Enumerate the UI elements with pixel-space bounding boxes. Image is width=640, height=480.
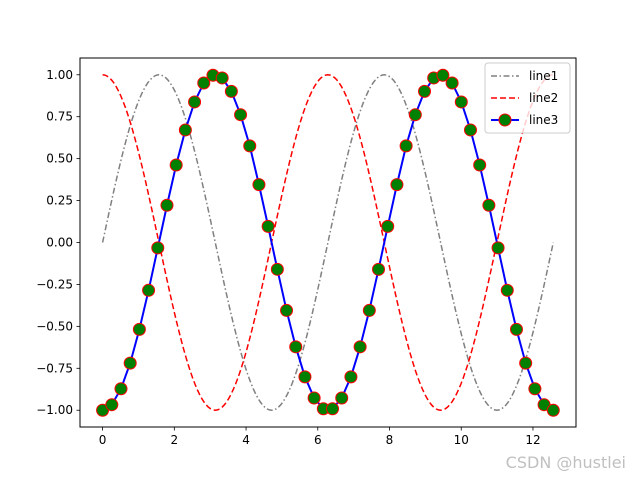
series-point-line3-10 bbox=[188, 95, 202, 109]
series-point-line3-43 bbox=[491, 241, 505, 255]
x-tick-label: 6 bbox=[314, 433, 322, 447]
series-point-line3-44 bbox=[500, 283, 514, 297]
series-point-line3-25 bbox=[326, 402, 340, 416]
series-point-line3-17 bbox=[252, 178, 266, 192]
series-point-line3-7 bbox=[160, 198, 174, 212]
legend-label-line1: line1 bbox=[529, 69, 558, 83]
series-point-line3-47 bbox=[528, 382, 542, 396]
x-tick-label: 0 bbox=[99, 433, 107, 447]
x-tick-label: 8 bbox=[386, 433, 394, 447]
series-point-line3-27 bbox=[344, 370, 358, 384]
series-point-line3-42 bbox=[482, 198, 496, 212]
legend: line1 line2 line3 bbox=[484, 62, 571, 134]
plot-area bbox=[96, 68, 560, 417]
series-point-line3-46 bbox=[519, 356, 533, 370]
legend-label-line2: line2 bbox=[529, 91, 558, 105]
series-point-line3-15 bbox=[234, 108, 248, 122]
series-line-line2 bbox=[102, 74, 554, 411]
axes: 0 2 4 6 8 10 12 −1.00 −0.75 −0.50 −0.25 0.00 0.25 0.5… bbox=[36, 57, 577, 447]
series-point-line3-5 bbox=[142, 283, 156, 297]
series-point-line3-6 bbox=[151, 241, 165, 255]
y-tick-label: −1.00 bbox=[36, 403, 73, 417]
y-tick-label: 1.00 bbox=[46, 68, 73, 82]
x-tick-label: 2 bbox=[171, 433, 179, 447]
series-point-line3-9 bbox=[178, 123, 192, 137]
series-point-line3-34 bbox=[408, 108, 422, 122]
y-tick-label: 0.50 bbox=[46, 152, 73, 166]
series-point-line3-37 bbox=[436, 68, 450, 82]
series-point-line3-16 bbox=[243, 139, 257, 153]
series-point-line3-30 bbox=[372, 262, 386, 276]
series-point-line3-26 bbox=[335, 391, 349, 405]
series-point-line3-40 bbox=[463, 123, 477, 137]
series-point-line3-3 bbox=[123, 356, 137, 370]
series-point-line3-20 bbox=[280, 303, 294, 317]
series-point-line3-14 bbox=[224, 84, 238, 98]
series-point-line3-38 bbox=[445, 76, 459, 90]
series-point-line3-13 bbox=[215, 71, 229, 85]
series-point-line3-39 bbox=[454, 95, 468, 109]
series-point-line3-23 bbox=[307, 391, 321, 405]
x-tick-label: 4 bbox=[242, 433, 250, 447]
x-tick-label: 12 bbox=[525, 433, 540, 447]
watermark-text: CSDN @hustlei bbox=[505, 453, 626, 472]
series-line-line1 bbox=[101, 74, 554, 411]
series-point-line3-29 bbox=[362, 303, 376, 317]
y-tick-label: 0.25 bbox=[46, 194, 73, 208]
legend-label-line3: line3 bbox=[529, 113, 558, 127]
x-tick-label: 10 bbox=[454, 433, 469, 447]
y-tick-label: 0.00 bbox=[46, 236, 73, 250]
series-point-line3-11 bbox=[197, 76, 211, 90]
series-point-line3-31 bbox=[381, 219, 395, 233]
legend-marker-line3 bbox=[498, 113, 512, 127]
series-point-line3-28 bbox=[353, 340, 367, 354]
y-tick-label: −0.75 bbox=[36, 361, 73, 375]
series-point-line3-1 bbox=[105, 398, 119, 412]
series-point-line3-45 bbox=[509, 322, 523, 336]
y-tick-label: −0.50 bbox=[36, 319, 73, 333]
series-point-line3-4 bbox=[132, 322, 146, 336]
series-point-line3-49 bbox=[546, 403, 560, 417]
series-point-line3-21 bbox=[289, 340, 303, 354]
series-point-line3-19 bbox=[270, 262, 284, 276]
series-point-line3-33 bbox=[399, 139, 413, 153]
y-tick-label: −0.25 bbox=[36, 277, 73, 291]
series-point-line3-22 bbox=[298, 370, 312, 384]
series-point-line3-8 bbox=[169, 158, 183, 172]
y-tick-label: 0.75 bbox=[46, 110, 73, 124]
series-point-line3-32 bbox=[390, 178, 404, 192]
series-point-line3-41 bbox=[473, 158, 487, 172]
series-point-line3-35 bbox=[418, 84, 432, 98]
series-point-line3-2 bbox=[114, 382, 128, 396]
series-point-line3-18 bbox=[261, 219, 275, 233]
